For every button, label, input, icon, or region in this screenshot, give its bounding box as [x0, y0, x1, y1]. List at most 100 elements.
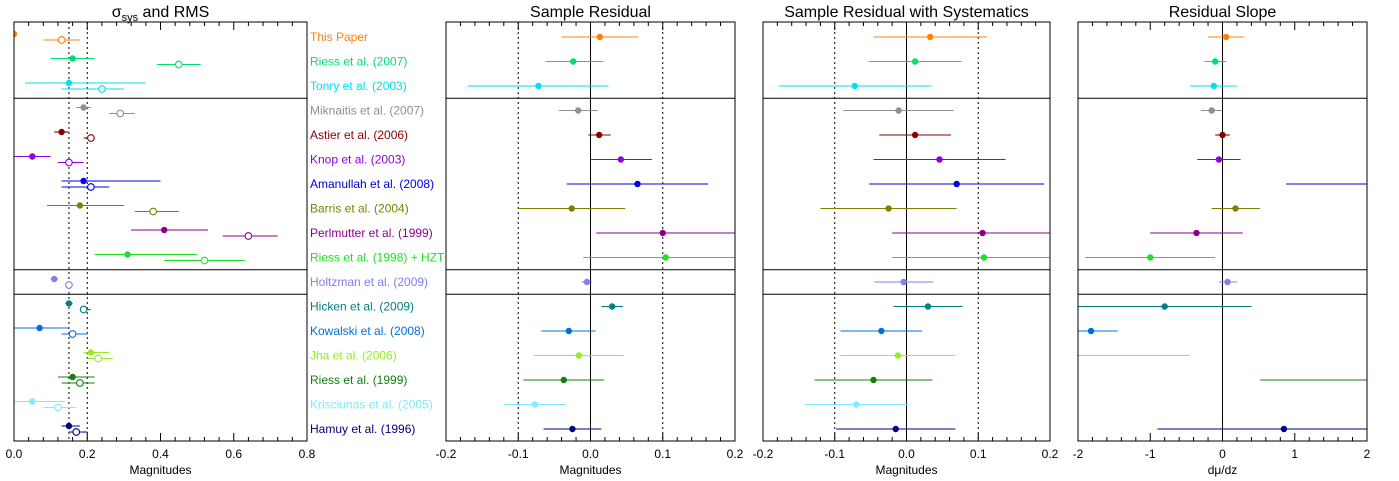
panel-title: Sample Residual with Systematics: [784, 4, 1029, 21]
data-point-open: [98, 85, 106, 93]
data-point: [560, 376, 567, 384]
data-point: [911, 131, 919, 139]
data-point: [1208, 107, 1215, 114]
tick-label: -0.2: [753, 447, 774, 461]
data-point: [1193, 229, 1200, 237]
data-point-open: [149, 207, 158, 216]
sample-labels: This Paper Riess et al. (2007) Tonry et al…: [310, 30, 445, 436]
tick-label: 0.2: [79, 447, 96, 461]
data-point: [565, 327, 573, 335]
tick-label: 0.1: [654, 447, 671, 461]
panel-4: Residual Slope -2 -1 0 1 2 dμ/dz: [1003, 4, 1371, 477]
data-point: [617, 156, 625, 163]
tick-label: 0.4: [152, 447, 169, 461]
data-point: [894, 352, 902, 359]
data-point: [936, 156, 943, 163]
data-point-open: [65, 158, 73, 167]
sample-label: Perlmutter et al. (1999): [310, 226, 433, 240]
tick-label: 0.0: [6, 447, 23, 461]
data-point: [535, 82, 542, 90]
data-point-open: [116, 109, 125, 118]
x-axis-label: Magnitudes: [129, 463, 191, 477]
data-point: [65, 422, 73, 430]
data-point-open: [72, 428, 81, 436]
data-point-open: [87, 183, 95, 191]
data-point-open: [200, 256, 209, 265]
tick-label: 0.6: [225, 447, 242, 461]
sample-label: Krisciunas et al. (2005): [310, 398, 433, 412]
sample-label: Riess et al. (2007): [310, 55, 407, 69]
data-point: [1161, 303, 1168, 310]
panel-1: σsys and RMS 0.0 0.2 0.4 0.6 0.8 Magnitudes: [6, 4, 316, 477]
sample-label: Tonry et al. (2003): [310, 79, 407, 93]
data-point: [1210, 82, 1218, 90]
data-point: [892, 425, 899, 433]
sample-label: Kowalski et al. (2008): [310, 324, 425, 338]
tick-label: 0.2: [727, 447, 744, 461]
data-point: [87, 349, 95, 356]
data-point: [926, 33, 934, 41]
data-point-open: [65, 281, 73, 289]
tick-label: -0.1: [824, 447, 845, 461]
data-point-open: [79, 305, 88, 314]
data-point-open: [87, 134, 95, 142]
data-point-open: [54, 403, 62, 412]
data-point: [80, 177, 87, 185]
tick-label: -2: [1073, 447, 1084, 461]
data-point: [58, 128, 65, 136]
data-point: [1215, 156, 1223, 163]
data-point: [595, 131, 603, 139]
data-point: [80, 104, 87, 111]
data-point: [1003, 401, 1009, 407]
sample-label: Jha et al. (2006): [310, 349, 397, 363]
tick-label: -1: [1145, 447, 1156, 461]
data-point-open: [76, 379, 84, 387]
data-point: [870, 376, 877, 384]
data-point: [980, 254, 988, 261]
data-point: [568, 205, 575, 212]
sample-label: Holtzman et al. (2009): [310, 275, 428, 289]
data-point: [1222, 33, 1230, 41]
tick-label: -0.1: [508, 447, 529, 461]
tick-label: 0.2: [1042, 447, 1059, 461]
tick-label: 0.1: [970, 447, 987, 461]
data-point: [1280, 425, 1288, 433]
data-point: [575, 107, 582, 114]
sample-label: Hicken et al. (2009): [310, 300, 414, 314]
sample-label: Astier et al. (2006): [310, 128, 408, 142]
data-point: [69, 373, 76, 381]
panel-3: Sample Residual with Systematics -0.2 -0.1…: [753, 4, 1059, 477]
data-point: [596, 33, 604, 41]
data-point: [1087, 327, 1095, 335]
data-point: [51, 275, 58, 283]
x-axis-label: dμ/dz: [1208, 463, 1238, 477]
data-point: [76, 202, 84, 209]
data-point: [895, 107, 902, 114]
tick-label: 0: [1219, 447, 1226, 461]
tick-label: 0.0: [582, 447, 599, 461]
data-point-open: [244, 232, 253, 240]
panel-title: σsys and RMS: [112, 4, 210, 24]
data-point: [853, 401, 860, 408]
data-point: [160, 226, 168, 234]
x-axis-label: Magnitudes: [875, 463, 937, 477]
sample-label: Amanullah et al. (2008): [310, 177, 434, 191]
data-point: [29, 153, 36, 160]
data-point-open: [68, 330, 77, 338]
data-point: [885, 205, 892, 212]
data-point: [1224, 278, 1231, 286]
sample-label: Barris et al. (2004): [310, 202, 409, 216]
data-point: [29, 398, 36, 405]
data-point: [900, 278, 907, 286]
data-point: [575, 352, 583, 359]
data-point: [924, 303, 932, 310]
tick-label: 1: [1291, 447, 1298, 461]
data-point-open: [94, 354, 103, 363]
data-point-open: [57, 36, 66, 44]
data-point: [979, 229, 986, 237]
panel-2: Sample Residual -0.2 -0.1 0.0 0.1 0.2 Magnitud…: [436, 4, 744, 477]
data-point: [14, 30, 18, 38]
sample-label: This Paper: [310, 30, 368, 44]
sample-label: Riess et al. (1999): [310, 373, 407, 387]
sample-label: Hamuy et al. (1996): [310, 422, 415, 436]
